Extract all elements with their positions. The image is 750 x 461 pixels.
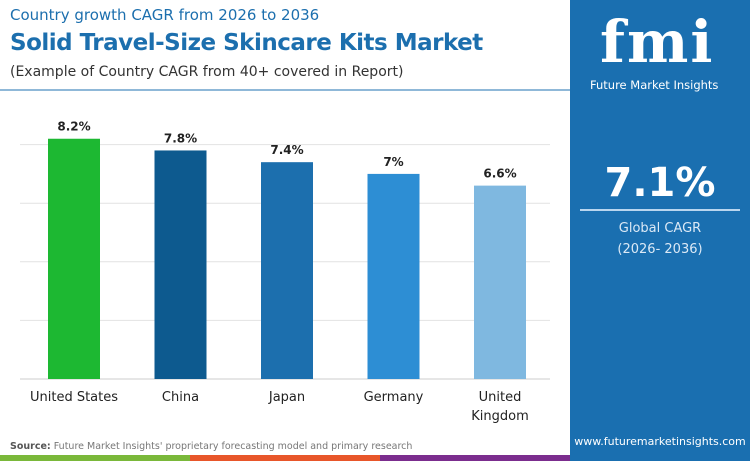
data-label: 7.4% <box>270 143 303 157</box>
x-tick-label: United States <box>30 390 118 405</box>
panel-divider <box>580 209 740 211</box>
header-divider <box>0 89 570 91</box>
global-cagr-value: 7.1% <box>604 160 716 206</box>
bar <box>474 185 526 379</box>
global-cagr-period: (2026- 2036) <box>617 242 703 257</box>
fmi-logo: fmi <box>600 8 715 76</box>
data-label: 8.2% <box>57 120 90 134</box>
stripe-1 <box>0 455 190 461</box>
data-label: 6.6% <box>483 167 516 181</box>
x-tick-label: China <box>162 390 199 405</box>
chart-title: Solid Travel-Size Skincare Kits Market <box>10 30 483 56</box>
source-note: Source: Future Market Insights' propriet… <box>10 441 412 452</box>
website-url[interactable]: www.futuremarketinsights.com <box>574 435 746 448</box>
summary-panel: fmi Future Market Insights 7.1% Global C… <box>570 0 750 461</box>
x-tick-label: Germany <box>364 390 424 405</box>
bar <box>261 162 313 379</box>
data-label: 7% <box>383 155 403 169</box>
bar <box>48 138 100 379</box>
bar <box>367 173 420 379</box>
data-label: 7.8% <box>164 131 197 145</box>
source-label: Source: <box>10 441 51 452</box>
logo-text: Future Market Insights <box>590 78 719 92</box>
x-tick-label: United <box>479 390 522 405</box>
x-tick-label: Kingdom <box>471 409 529 424</box>
global-cagr-text: Global CAGR <box>618 221 702 236</box>
global-cagr-label: Global CAGR (2026- 2036) <box>570 218 750 260</box>
bar-chart: 8.2% United States 7.8% China 7.4% Japan 7% Ger… <box>20 120 550 424</box>
source-text: Future Market Insights' proprietary fore… <box>53 441 413 452</box>
stripe-2 <box>190 455 380 461</box>
chart-subtitle: Country growth CAGR from 2026 to 2036 <box>10 6 320 24</box>
chart-note: (Example of Country CAGR from 40+ covere… <box>10 64 404 80</box>
x-tick-label: Japan <box>268 390 305 405</box>
stripe-3 <box>380 455 570 461</box>
bar <box>154 150 207 379</box>
